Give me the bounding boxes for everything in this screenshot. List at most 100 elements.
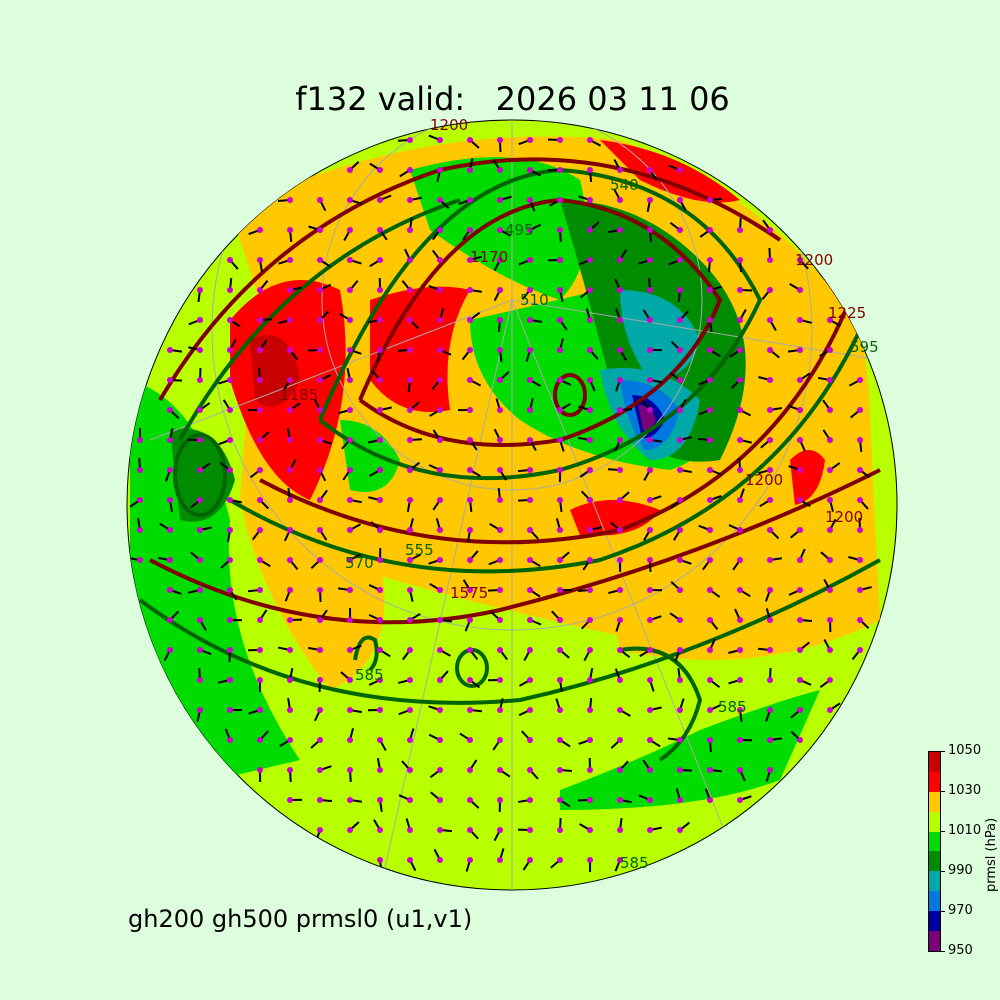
wind-dot: [707, 557, 713, 563]
wind-dot: [707, 197, 713, 203]
wind-dot: [527, 317, 533, 323]
wind-dot: [527, 227, 533, 233]
wind-dot: [557, 827, 563, 833]
wind-dot: [827, 527, 833, 533]
wind-dot: [437, 767, 443, 773]
wind-dot: [197, 347, 203, 353]
wind-dot: [767, 347, 773, 353]
wind-dot: [197, 527, 203, 533]
wind-dot: [407, 557, 413, 563]
wind-dot: [497, 287, 503, 293]
wind-dot: [677, 737, 683, 743]
colorbar-tick: 950: [940, 943, 973, 959]
wind-dot: [257, 227, 263, 233]
wind-dot: [347, 467, 353, 473]
wind-dot: [287, 347, 293, 353]
wind-dot: [527, 707, 533, 713]
wind-dot: [857, 407, 863, 413]
wind-dot: [557, 227, 563, 233]
wind-dot: [197, 587, 203, 593]
wind-dot: [857, 377, 863, 383]
wind-dot: [827, 347, 833, 353]
wind-dot: [317, 287, 323, 293]
wind-dot: [617, 617, 623, 623]
wind-dot: [287, 497, 293, 503]
wind-dot: [587, 287, 593, 293]
wind-dot: [347, 827, 353, 833]
wind-dot: [677, 197, 683, 203]
wind-dot: [767, 677, 773, 683]
wind-dot: [557, 797, 563, 803]
wind-dot: [347, 377, 353, 383]
wind-dot: [737, 557, 743, 563]
wind-dot: [677, 407, 683, 413]
wind-dot: [317, 767, 323, 773]
wind-dot: [467, 857, 473, 863]
wind-dot: [317, 437, 323, 443]
wind-dot: [347, 617, 353, 623]
wind-dot: [407, 197, 413, 203]
wind-dot: [197, 377, 203, 383]
wind-dot: [377, 827, 383, 833]
wind-dot: [377, 707, 383, 713]
wind-dot: [677, 707, 683, 713]
wind-dot: [197, 677, 203, 683]
wind-dot: [617, 377, 623, 383]
wind-dot: [767, 377, 773, 383]
wind-dot: [587, 767, 593, 773]
wind-dot: [317, 227, 323, 233]
wind-dot: [707, 407, 713, 413]
wind-dot: [347, 707, 353, 713]
colorbar-segment: [929, 831, 940, 852]
wind-dot: [767, 527, 773, 533]
wind-dot: [767, 617, 773, 623]
wind-dot: [617, 197, 623, 203]
wind-dot: [227, 467, 233, 473]
wind-dot: [407, 737, 413, 743]
wind-dot: [677, 827, 683, 833]
wind-dot: [767, 407, 773, 413]
figure-subtitle: gh200 gh500 prmsl0 (u1,v1): [128, 905, 473, 933]
wind-dot: [167, 617, 173, 623]
wind-dot: [257, 617, 263, 623]
contour-label: 595: [850, 338, 879, 356]
wind-dot: [497, 617, 503, 623]
wind-dot: [347, 257, 353, 263]
wind-dot: [617, 437, 623, 443]
wind-dot: [257, 707, 263, 713]
wind-dot: [797, 287, 803, 293]
wind-dot: [587, 557, 593, 563]
wind-dot: [707, 317, 713, 323]
wind-dot: [767, 227, 773, 233]
wind-dot: [467, 167, 473, 173]
wind-dot: [617, 797, 623, 803]
wind-dot: [827, 587, 833, 593]
wind-dot: [497, 557, 503, 563]
wind-dot: [497, 437, 503, 443]
wind-dot: [497, 137, 503, 143]
wind-dot: [287, 287, 293, 293]
wind-dot: [167, 437, 173, 443]
wind-dot: [557, 167, 563, 173]
wind-dot: [737, 377, 743, 383]
wind-dot: [437, 407, 443, 413]
wind-dot: [467, 587, 473, 593]
wind-dot: [227, 617, 233, 623]
colorbar-label: prmsl (hPa): [984, 817, 999, 892]
wind-dot: [377, 677, 383, 683]
wind-dot: [497, 497, 503, 503]
wind-dot: [437, 347, 443, 353]
wind-dot: [647, 227, 653, 233]
wind-dot: [557, 497, 563, 503]
wind-dot: [287, 767, 293, 773]
wind-dot: [377, 467, 383, 473]
wind-dot: [587, 467, 593, 473]
wind-dot: [437, 227, 443, 233]
wind-dot: [527, 287, 533, 293]
colorbar-tick: 970: [940, 903, 973, 919]
wind-dot: [377, 647, 383, 653]
wind-dot: [227, 347, 233, 353]
wind-dot: [257, 587, 263, 593]
wind-dot: [857, 527, 863, 533]
wind-dot: [347, 497, 353, 503]
